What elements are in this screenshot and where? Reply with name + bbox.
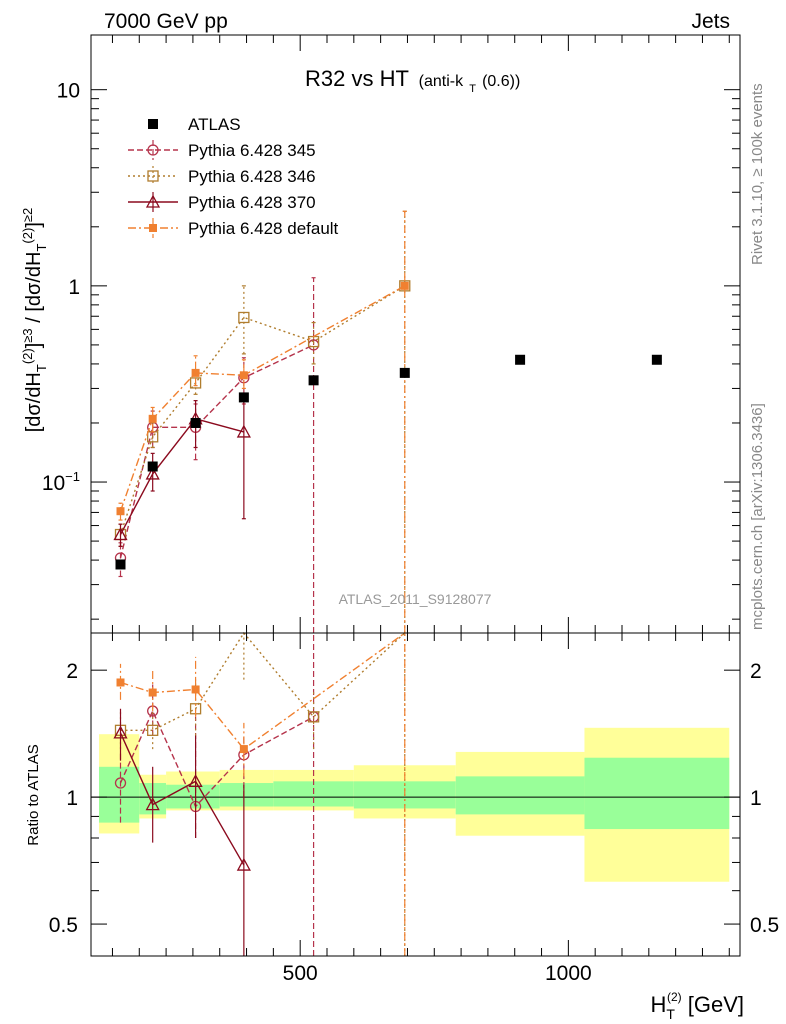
ratio-band-green xyxy=(584,757,730,830)
analysis-id: ATLAS_2011_S9128077 xyxy=(339,591,492,607)
ratio-point xyxy=(188,773,203,787)
ratio-point xyxy=(236,857,251,871)
legend-item: Pythia 6.428 346 xyxy=(128,166,316,186)
plot-title-sub: (anti-k xyxy=(419,73,464,90)
data-point xyxy=(236,424,251,438)
ratio-point xyxy=(148,688,157,697)
atlas-point xyxy=(308,375,319,386)
legend-marker xyxy=(148,119,158,129)
y-tick-label-exp: −1 xyxy=(65,469,80,484)
main-panel: 10−1 1 10 xyxy=(42,34,741,634)
ratio-point xyxy=(113,725,128,739)
legend-label: Pythia 6.428 370 xyxy=(188,193,316,212)
ratio-y-tick-label-right: 2 xyxy=(750,660,762,683)
legend-item: ATLAS xyxy=(148,115,241,134)
header-energy: 7000 GeV pp xyxy=(104,10,228,33)
y-axis-label-main: [dσ/dHT(2)]≥3 / [dσ/dHT(2)]≥2 xyxy=(20,208,49,433)
legend-label: Pythia 6.428 346 xyxy=(188,167,316,186)
data-point xyxy=(400,281,409,290)
ratio-series-pythia-6-428-370 xyxy=(113,708,251,956)
plot-title-main: R32 vs HT xyxy=(305,66,409,91)
atlas-point xyxy=(115,559,126,570)
ratio-band-green xyxy=(219,783,274,807)
ratio-y-tick-label-right: 1 xyxy=(750,787,762,810)
x-tick-label: 1000 xyxy=(545,962,592,985)
x-tick-label: 500 xyxy=(283,962,318,985)
ratio-series-pythia-6-428-default xyxy=(116,632,406,956)
legend-item: Pythia 6.428 345 xyxy=(128,140,316,160)
ratio-point xyxy=(239,745,248,754)
legend-marker xyxy=(147,170,159,182)
series-pythia-6-428-345 xyxy=(114,277,320,633)
series-pythia-6-428-370 xyxy=(113,393,251,547)
x-axis-label: HT(2) [GeV] xyxy=(651,990,744,1022)
atlas-point xyxy=(515,354,526,365)
rivet-label: Rivet 3.1.10, ≥ 100k events xyxy=(749,83,766,265)
ratio-y-tick-label-right: 0.5 xyxy=(750,914,779,937)
ratio-point xyxy=(191,685,200,694)
data-point xyxy=(191,368,200,377)
legend: ATLAS Pythia 6.428 345 Pythia 6.428 346 Pyt… xyxy=(128,115,339,238)
data-point xyxy=(148,414,157,423)
ratio-band-green xyxy=(455,776,585,815)
ratio-point xyxy=(114,777,127,789)
plot-title-sub-t: T xyxy=(469,83,476,95)
ratio-y-tick-label: 1 xyxy=(66,787,78,810)
ratio-y-tick-label: 0.5 xyxy=(49,914,78,937)
legend-marker xyxy=(149,224,157,232)
data-point xyxy=(238,311,250,324)
plot-title: R32 vs HT (anti-k T (0.6)) xyxy=(305,66,520,97)
atlas-point xyxy=(651,354,662,365)
legend-label: ATLAS xyxy=(188,115,241,134)
series-pythia-6-428-default xyxy=(116,210,409,633)
legend-label: Pythia 6.428 default xyxy=(188,219,339,238)
y-tick-label: 10 xyxy=(57,80,80,103)
plot-title-sub-end: (0.6)) xyxy=(482,73,520,90)
series-line xyxy=(119,418,245,535)
header-category: Jets xyxy=(691,10,730,33)
atlas-point xyxy=(190,417,201,428)
atlas-point xyxy=(147,461,158,472)
ratio-point xyxy=(145,797,160,811)
ratio-line xyxy=(120,631,406,732)
ratio-point xyxy=(307,711,320,723)
ratio-point xyxy=(147,724,159,736)
ratio-frame xyxy=(90,632,741,957)
legend-item: Pythia 6.428 370 xyxy=(128,192,316,212)
legend-label: Pythia 6.428 345 xyxy=(188,141,316,160)
atlas-point xyxy=(399,367,410,378)
source-label: mcplots.cern.ch [arXiv:1306.3436] xyxy=(749,403,766,630)
series-line xyxy=(119,285,406,512)
legend-item: Pythia 6.428 default xyxy=(128,218,339,238)
ratio-line xyxy=(119,732,245,866)
ratio-panel: 0.5 0.5 1 1 2 2 500 1000 xyxy=(49,631,779,985)
series-line xyxy=(119,344,314,559)
atlas-point xyxy=(238,392,249,403)
y-tick-label: 1 xyxy=(68,276,80,299)
series-line xyxy=(119,285,406,535)
data-point xyxy=(113,527,128,541)
data-point xyxy=(239,371,248,380)
legend-marker xyxy=(145,194,161,208)
data-point xyxy=(116,507,125,516)
ratio-point xyxy=(116,678,125,687)
ratio-y-tick-label: 2 xyxy=(66,660,78,683)
data-point xyxy=(145,466,160,480)
series-atlas xyxy=(115,354,662,570)
ratio-line xyxy=(120,632,406,751)
y-axis-label-ratio: Ratio to ATLAS xyxy=(25,744,42,845)
y-tick-label: 10−1 xyxy=(42,469,80,495)
ratio-band-green xyxy=(99,766,140,823)
legend-marker xyxy=(147,144,159,156)
series-pythia-6-428-346 xyxy=(114,210,411,633)
